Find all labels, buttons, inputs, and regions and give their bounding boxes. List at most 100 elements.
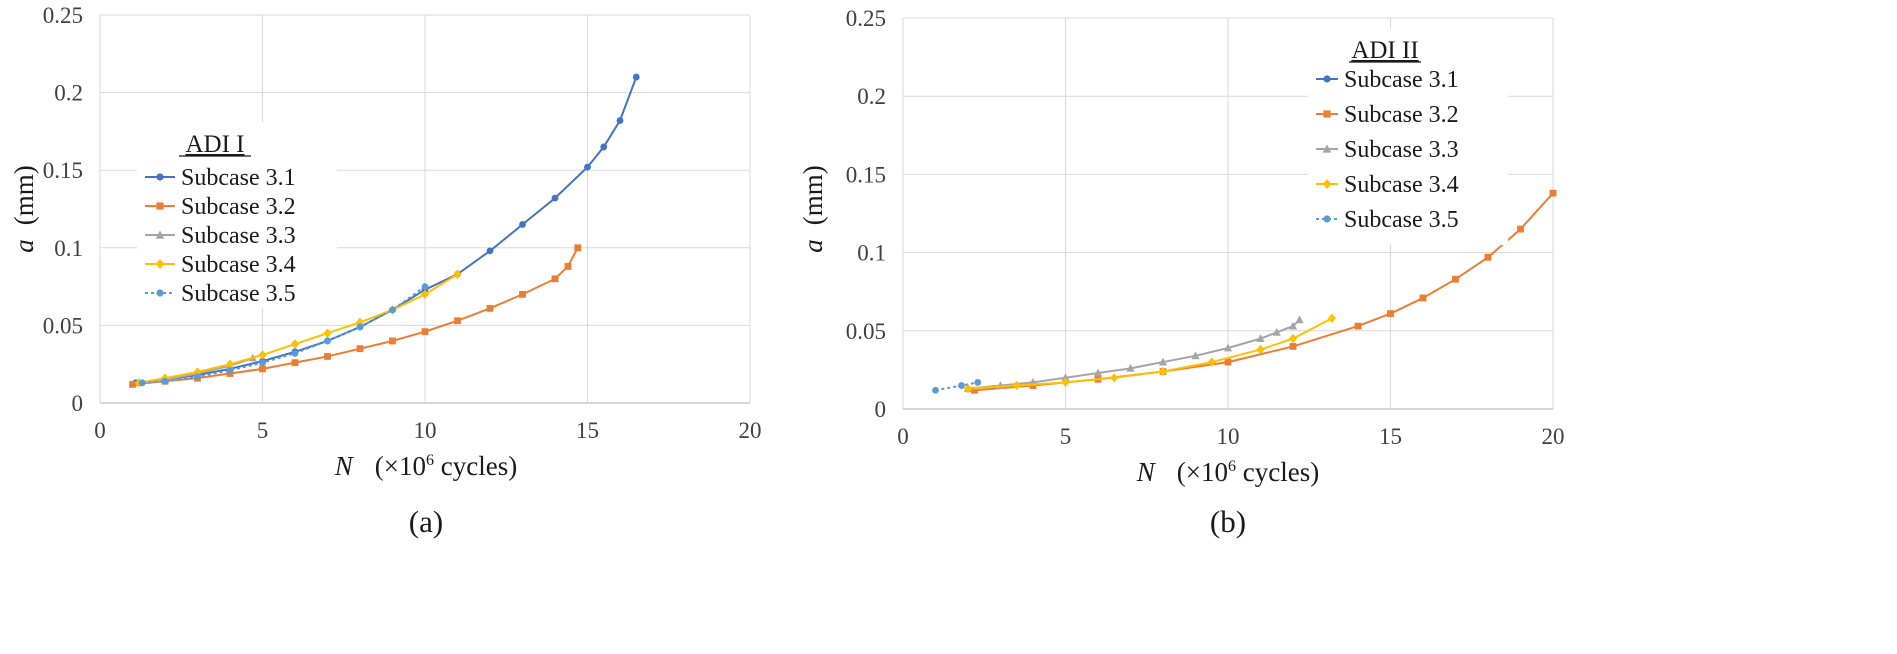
series-line-subcase-3-1 [135, 76, 638, 384]
data-point [225, 359, 235, 369]
data-point [1288, 321, 1298, 330]
data-point [1419, 294, 1427, 302]
legend: ADI I Subcase 3.1 Subcase 3.2 Subcase 3.3 Su… [137, 122, 337, 309]
data-point [129, 380, 136, 388]
series-subcase-3-4 [963, 313, 1337, 394]
data-point [421, 328, 429, 336]
legend-title: ADI I [185, 131, 244, 158]
data-point [1256, 344, 1265, 355]
x-axis-title: N (×106 cycles) [334, 451, 517, 481]
data-point [1327, 313, 1337, 324]
data-point [971, 386, 978, 394]
data-point [420, 289, 430, 300]
data-point [1289, 343, 1297, 350]
legend-marker-subcase-3-4 [155, 258, 165, 270]
legend-label-subcase-3-4: Subcase 3.4 [181, 252, 296, 278]
data-point [1191, 351, 1200, 360]
x-axis-unit-tail: cycles) [434, 451, 517, 481]
legend-background [1308, 28, 1508, 245]
data-point [421, 283, 429, 290]
x-axis-unit: (×10 [1177, 457, 1228, 487]
x-tick-label: 20 [739, 418, 762, 443]
x-tick-label: 5 [257, 418, 269, 443]
data-point [324, 337, 331, 345]
y-tick-label: 0 [875, 397, 887, 422]
data-point [486, 304, 494, 312]
x-axis-exponent: 6 [426, 452, 434, 469]
x-tick-label: 0 [94, 418, 106, 443]
x-tick-label: 0 [897, 424, 909, 449]
data-point [1012, 380, 1021, 391]
data-point [584, 163, 591, 171]
x-tick-label: 20 [1542, 424, 1565, 449]
series-line-subcase-3-5 [142, 285, 426, 384]
x-tick-label: 10 [1217, 424, 1240, 449]
data-point [194, 373, 201, 381]
data-point [193, 367, 202, 377]
y-tick-label: 0.05 [846, 319, 886, 344]
y-tick-label: 0.25 [846, 6, 886, 31]
legend-label-subcase-3-3: Subcase 3.3 [1344, 137, 1459, 163]
legend-marker-subcase-3-3 [155, 230, 165, 239]
data-point [259, 365, 266, 373]
data-point [1484, 253, 1492, 261]
data-point [1207, 357, 1216, 367]
y-tick-label: 0.15 [43, 158, 83, 183]
series-line-subcase-3-2 [132, 247, 579, 386]
legend-background [137, 122, 337, 309]
panel-label: (b) [1210, 504, 1246, 539]
legend: ADI II Subcase 3.1 Subcase 3.2 Subcase 3.3 S… [1308, 28, 1508, 245]
data-point [161, 377, 169, 385]
data-point [932, 386, 939, 394]
legend-marker-subcase-3-5 [1323, 215, 1331, 223]
legend-marker-subcase-3-2 [156, 202, 164, 210]
legend-title: ADI II [1351, 37, 1418, 64]
x-axis-unit-tail: cycles) [1236, 457, 1319, 487]
data-point [551, 275, 559, 283]
legend-label-subcase-3-2: Subcase 3.2 [181, 194, 296, 220]
y-tick-label: 0 [72, 391, 84, 416]
legend-label-subcase-3-1: Subcase 3.1 [1344, 67, 1459, 93]
data-point [600, 143, 608, 151]
data-point [1110, 372, 1119, 383]
data-point [290, 339, 300, 349]
data-point [323, 328, 332, 338]
data-point [324, 353, 331, 360]
x-axis-exponent: 6 [1228, 458, 1236, 475]
chart-panel-a: 0 5 10 15 20 0 0.05 0.1 0.15 0.2 0.25 N (×106 cycles… [9, 3, 762, 539]
data-point [291, 359, 299, 367]
data-point [1295, 315, 1304, 324]
series-subcase-3-5 [138, 283, 429, 387]
data-point [958, 382, 965, 389]
data-point [1158, 357, 1168, 366]
y-tick-label: 0.05 [43, 313, 83, 338]
data-point [258, 350, 267, 360]
data-point [574, 244, 582, 252]
x-tick-label: 15 [576, 418, 599, 443]
data-point [356, 323, 364, 331]
legend-label-subcase-3-5: Subcase 3.5 [1344, 207, 1459, 233]
data-point [551, 194, 559, 202]
data-point [454, 317, 461, 325]
legend-label-subcase-3-4: Subcase 3.4 [1344, 172, 1459, 198]
x-tick-label: 10 [414, 418, 437, 443]
data-point [1223, 343, 1233, 352]
legend-marker-subcase-3-5 [156, 289, 164, 297]
data-point [1272, 327, 1281, 336]
y-axis-variable: a [9, 239, 39, 253]
series-subcase-3-3 [963, 315, 1304, 393]
data-point [564, 263, 572, 270]
data-point [291, 349, 299, 357]
data-point [963, 383, 973, 394]
data-point [519, 221, 526, 228]
data-point [259, 359, 266, 367]
y-tick-label: 0.25 [43, 3, 83, 28]
x-tick-label: 15 [1379, 424, 1402, 449]
data-point [1126, 363, 1135, 372]
y-axis-variable: a [798, 239, 828, 253]
x-axis-title: N (×106 cycles) [1136, 457, 1319, 487]
legend-marker-subcase-3-1 [156, 173, 164, 181]
y-tick-label: 0.15 [846, 162, 886, 187]
y-tick-label: 0.1 [857, 241, 886, 266]
y-axis-title: a (mm) [798, 165, 828, 253]
